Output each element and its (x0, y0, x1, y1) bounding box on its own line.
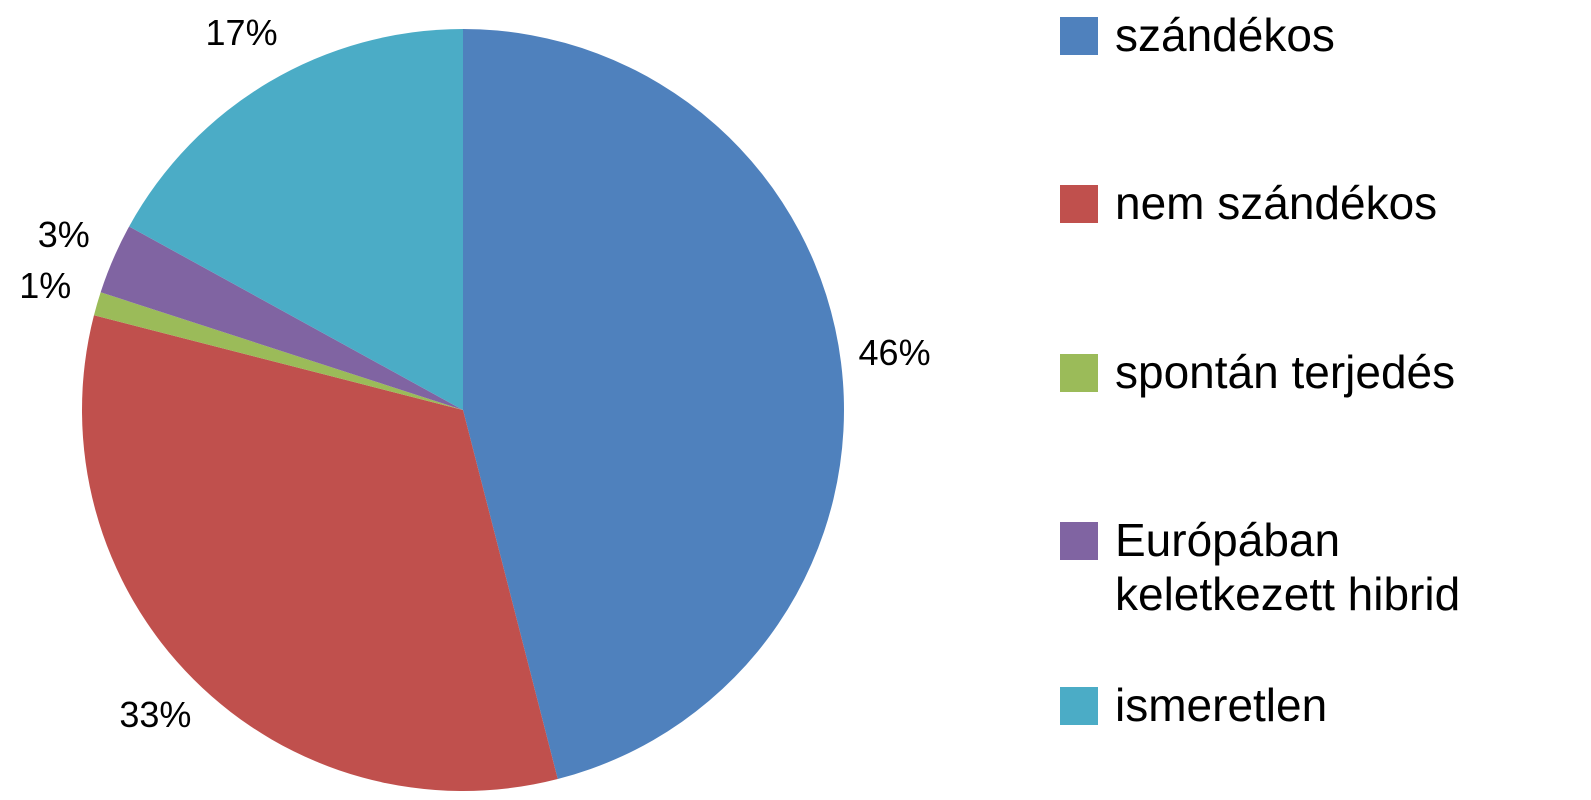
legend-label: Európában keletkezett hibrid (1115, 514, 1461, 620)
pie-slice (129, 29, 464, 410)
legend-label: spontán terjedés (1115, 346, 1456, 398)
legend-swatch (1060, 687, 1098, 725)
legend-item: ismeretlen (1060, 678, 1560, 732)
pie-slice (81, 315, 558, 791)
legend-item: Európában keletkezett hibrid (1060, 513, 1560, 621)
data-label: 1% (19, 265, 71, 306)
legend-label: nem szándékos (1115, 177, 1438, 229)
legend-item: szándékos (1060, 8, 1560, 62)
data-label: 17% (206, 12, 278, 53)
legend-swatch (1060, 354, 1098, 392)
data-label: 3% (38, 214, 90, 255)
data-label: 33% (119, 694, 191, 735)
legend-swatch (1060, 17, 1098, 55)
legend-swatch (1060, 522, 1098, 560)
pie-slice (93, 292, 463, 410)
data-label: 46% (859, 332, 931, 373)
pie-slice (463, 29, 845, 780)
legend-swatch (1060, 185, 1098, 223)
legend-label: ismeretlen (1115, 679, 1328, 731)
legend-label: szándékos (1115, 9, 1335, 61)
pie-slice (100, 226, 464, 410)
legend-item: nem szándékos (1060, 176, 1560, 230)
legend-item: spontán terjedés (1060, 345, 1560, 399)
